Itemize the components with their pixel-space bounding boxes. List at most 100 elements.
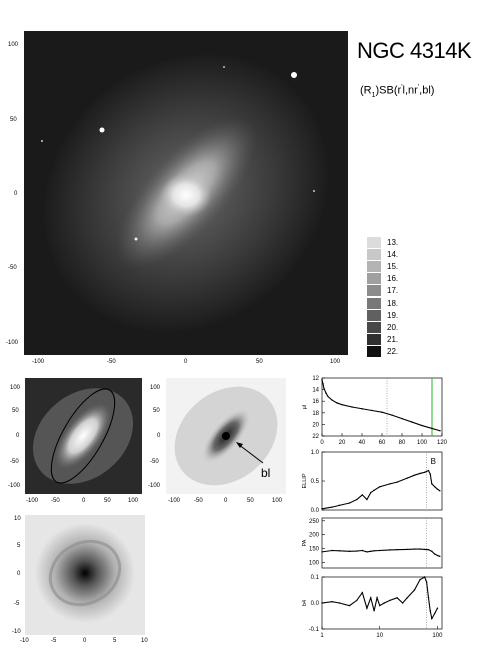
galaxy-classification: (R1)SB(r'l,nr',bl) xyxy=(360,84,434,99)
profile-data-point xyxy=(381,411,383,413)
profile-data-point xyxy=(338,550,341,552)
y-axis-label: μI xyxy=(302,404,308,409)
profile-data-point xyxy=(427,597,430,599)
x-tick-label: 0 xyxy=(320,440,324,446)
profile-data-point xyxy=(401,602,404,604)
profile-series-line xyxy=(321,576,438,621)
colorbar-row: 21. xyxy=(367,334,398,346)
panel-a-x-tick: 100 xyxy=(128,498,139,504)
class-suffix: ,bl) xyxy=(419,84,435,97)
panel-a-image xyxy=(25,378,142,494)
profile-data-point xyxy=(373,610,375,612)
colorbar-label: 14. xyxy=(387,249,399,259)
panel-b-y-tick: -50 xyxy=(150,459,159,465)
y-tick-label: 1.0 xyxy=(311,450,320,456)
profile-data-point xyxy=(406,548,408,551)
profile-data-point xyxy=(396,481,398,483)
profile-data-point xyxy=(322,383,324,385)
colorbar-row: 15. xyxy=(367,260,398,272)
colorbar-label: 13. xyxy=(387,237,399,247)
class-sup1: ' xyxy=(401,84,403,91)
panel-b-y-tick: 50 xyxy=(153,408,160,414)
profile-data-point xyxy=(406,477,408,479)
profile-data-point xyxy=(389,599,391,602)
profile-data-point xyxy=(331,506,333,508)
main-x-tick: -50 xyxy=(107,359,116,365)
panel-a-y-tick: 50 xyxy=(12,408,19,414)
colorbar-row: 22. xyxy=(367,346,398,358)
profile-data-point xyxy=(370,550,372,553)
y-tick-label: 0.0 xyxy=(311,508,320,514)
profile-data-point xyxy=(361,494,364,496)
main-x-tick: 50 xyxy=(256,359,263,365)
profile-data-point xyxy=(439,430,441,432)
profile-data-point xyxy=(434,486,436,488)
profile-data-point xyxy=(419,578,421,581)
profile-data-point xyxy=(423,548,426,551)
colorbar-swatch xyxy=(367,236,381,248)
colorbar-label: 18. xyxy=(387,298,399,308)
plot-frame xyxy=(321,517,443,569)
panel-c-y-tick: -10 xyxy=(12,629,21,635)
colorbar-label: 21. xyxy=(387,335,399,345)
profile-data-point xyxy=(401,417,403,420)
panel-b-x-tick: -50 xyxy=(194,498,203,504)
profile-data-point xyxy=(419,548,421,550)
panel-a-x-tick: -100 xyxy=(26,498,39,504)
y-tick-label: 12 xyxy=(312,376,319,382)
profile-data-point xyxy=(423,471,426,473)
profile-data-point xyxy=(379,549,381,552)
colorbar: 13. 14. 15. 16. 17. 18. 19. 20. 21. 22. xyxy=(367,236,398,358)
profile-data-point xyxy=(425,581,428,583)
profile-data-point xyxy=(434,612,436,615)
profile-data-point xyxy=(391,414,393,416)
colorbar-row: 20. xyxy=(367,321,398,333)
profile-data-point xyxy=(431,483,433,485)
profile-data-point xyxy=(361,408,363,410)
y-tick-label: 14 xyxy=(312,388,319,394)
profile-data-point xyxy=(429,473,431,475)
profile-data-point xyxy=(323,387,325,390)
colorbar-label: 19. xyxy=(387,310,399,320)
class-middle: )SB(r xyxy=(375,84,402,97)
panel-a-x-tick: 50 xyxy=(104,498,111,504)
panel-a-x-tick: 0 xyxy=(82,498,86,504)
profile-data-point xyxy=(383,602,385,604)
profile-data-point xyxy=(321,379,323,381)
y-tick-label: 150 xyxy=(309,547,320,553)
profile-data-point xyxy=(436,607,439,609)
colorbar-swatch xyxy=(367,248,381,260)
y-tick-label: 0.5 xyxy=(311,479,320,485)
panel-a-y-tick: 0 xyxy=(16,433,20,439)
plot-frame xyxy=(321,377,443,437)
bar-annotation: B xyxy=(431,457,436,466)
profile-data-point xyxy=(429,610,431,612)
panel-c-x-tick: 0 xyxy=(83,638,87,644)
x-tick-label: 60 xyxy=(379,440,386,446)
profile-data-point xyxy=(331,549,333,552)
colorbar-label: 20. xyxy=(387,322,399,332)
profile-data-point xyxy=(379,486,381,488)
profile-data-point xyxy=(427,469,430,472)
panel-c-image xyxy=(25,515,145,635)
main-y-tick: -50 xyxy=(8,265,17,271)
y-axis-label: PA xyxy=(302,539,308,546)
colorbar-label: 22. xyxy=(387,347,399,357)
profile-data-point xyxy=(321,508,323,510)
profile-data-point xyxy=(434,553,436,555)
profile-data-point xyxy=(370,491,372,494)
profile-data-point xyxy=(389,549,391,551)
colorbar-swatch xyxy=(367,321,381,333)
galaxy-title: NGC 4314K xyxy=(357,38,472,63)
panel-b-y-tick: -100 xyxy=(148,483,161,489)
main-x-tick: -100 xyxy=(32,359,45,365)
colorbar-row: 16. xyxy=(367,273,398,285)
class-prefix: (R xyxy=(360,84,372,97)
panel-b-y-tick: 100 xyxy=(150,385,161,391)
profile-data-point xyxy=(325,392,327,394)
profile-data-point xyxy=(361,591,364,594)
panel-a-y-tick: -50 xyxy=(10,459,19,465)
profile-data-point xyxy=(413,589,416,591)
profile-data-point xyxy=(348,502,351,504)
y-tick-label: 0.1 xyxy=(311,575,320,581)
